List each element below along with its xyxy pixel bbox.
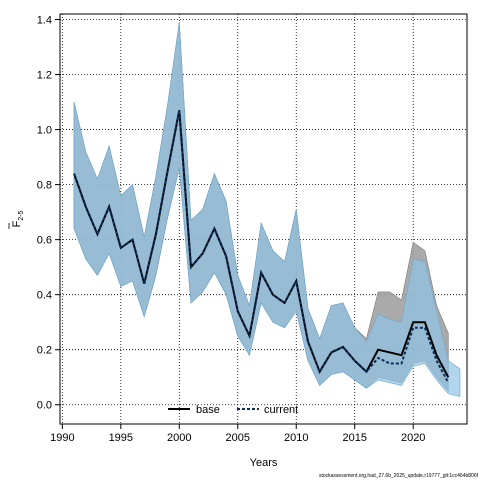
x-tick-label: 2000 bbox=[167, 432, 191, 444]
legend-current-label: current bbox=[264, 404, 298, 416]
series-lines bbox=[73, 110, 450, 384]
legend-base-label: base bbox=[196, 404, 220, 416]
y-axis-title-subscript: 2-5 bbox=[18, 210, 25, 220]
y-tick-label: 0.6 bbox=[37, 235, 52, 247]
x-tick-label: 1990 bbox=[50, 432, 74, 444]
current-confidence-band bbox=[73, 22, 461, 397]
y-axis: 0.0 0.2 0.4 0.6 0.8 1.0 1.2 1.4 bbox=[37, 15, 60, 412]
y-tick-label: 0.8 bbox=[37, 180, 52, 192]
plot-frame bbox=[59, 13, 468, 425]
footer-credit: stockassessment.org,had_27.6b_2025_updat… bbox=[319, 473, 479, 479]
y-tick-label: 1.4 bbox=[37, 15, 52, 27]
x-axis-title: Years bbox=[250, 457, 278, 469]
y-axis-title: F2-5 bbox=[8, 210, 25, 229]
y-tick-label: 0.4 bbox=[37, 290, 52, 302]
y-tick-label: 0.0 bbox=[37, 400, 52, 412]
y-axis-title-symbol: F bbox=[11, 220, 23, 227]
x-tick-label: 2015 bbox=[342, 432, 366, 444]
grid-lines bbox=[60, 14, 467, 424]
confidence-bands bbox=[73, 22, 461, 397]
y-tick-label: 1.0 bbox=[37, 125, 52, 137]
x-tick-label: 2010 bbox=[284, 432, 308, 444]
x-tick-label: 2005 bbox=[226, 432, 250, 444]
y-tick-label: 0.2 bbox=[37, 345, 52, 357]
y-axis-title-main: F2-5 bbox=[11, 210, 25, 227]
y-tick-label: 1.2 bbox=[37, 70, 52, 82]
x-tick-label: 1995 bbox=[109, 432, 133, 444]
x-axis: 1990 1995 2000 2005 2010 2015 2020 bbox=[50, 424, 425, 444]
current-series-line bbox=[73, 110, 450, 384]
legend: base current bbox=[168, 404, 298, 416]
x-tick-label: 2020 bbox=[401, 432, 425, 444]
